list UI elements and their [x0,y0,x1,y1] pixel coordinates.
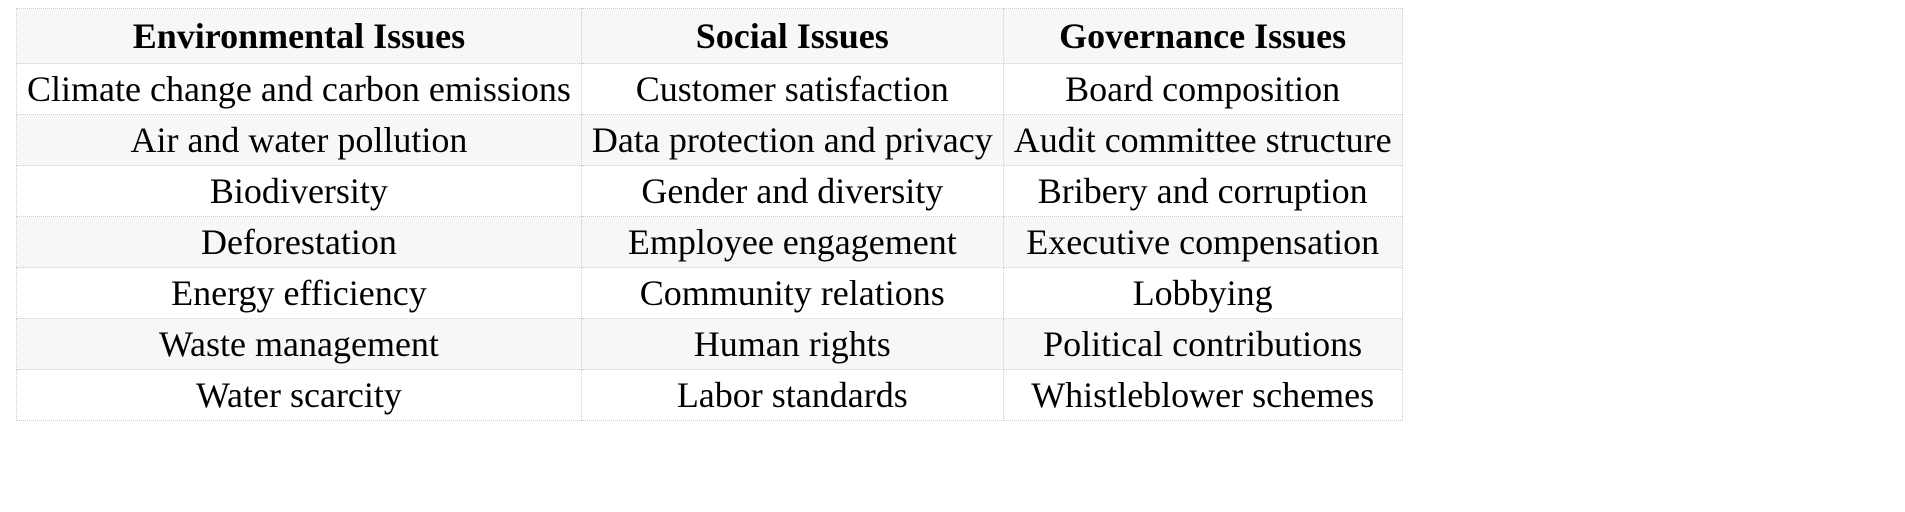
cell-social: Employee engagement [581,217,1003,268]
cell-governance: Board composition [1003,64,1402,115]
cell-environmental: Water scarcity [17,370,582,421]
table-row: Energy efficiency Community relations Lo… [17,268,1403,319]
cell-governance: Executive compensation [1003,217,1402,268]
cell-social: Human rights [581,319,1003,370]
table-row: Climate change and carbon emissions Cust… [17,64,1403,115]
cell-environmental: Air and water pollution [17,115,582,166]
cell-governance: Bribery and corruption [1003,166,1402,217]
cell-social: Customer satisfaction [581,64,1003,115]
cell-governance: Whistleblower schemes [1003,370,1402,421]
table-header-row: Environmental Issues Social Issues Gover… [17,9,1403,64]
cell-environmental: Biodiversity [17,166,582,217]
cell-social: Data protection and privacy [581,115,1003,166]
cell-environmental: Energy efficiency [17,268,582,319]
column-header-environmental: Environmental Issues [17,9,582,64]
esg-issues-table: Environmental Issues Social Issues Gover… [16,8,1403,421]
cell-governance: Political contributions [1003,319,1402,370]
cell-environmental: Climate change and carbon emissions [17,64,582,115]
cell-social: Labor standards [581,370,1003,421]
table-row: Waste management Human rights Political … [17,319,1403,370]
cell-social: Community relations [581,268,1003,319]
table-row: Biodiversity Gender and diversity Briber… [17,166,1403,217]
column-header-governance: Governance Issues [1003,9,1402,64]
table-row: Deforestation Employee engagement Execut… [17,217,1403,268]
cell-social: Gender and diversity [581,166,1003,217]
table-row: Water scarcity Labor standards Whistlebl… [17,370,1403,421]
cell-governance: Audit committee structure [1003,115,1402,166]
cell-governance: Lobbying [1003,268,1402,319]
cell-environmental: Waste management [17,319,582,370]
column-header-social: Social Issues [581,9,1003,64]
cell-environmental: Deforestation [17,217,582,268]
table-row: Air and water pollution Data protection … [17,115,1403,166]
